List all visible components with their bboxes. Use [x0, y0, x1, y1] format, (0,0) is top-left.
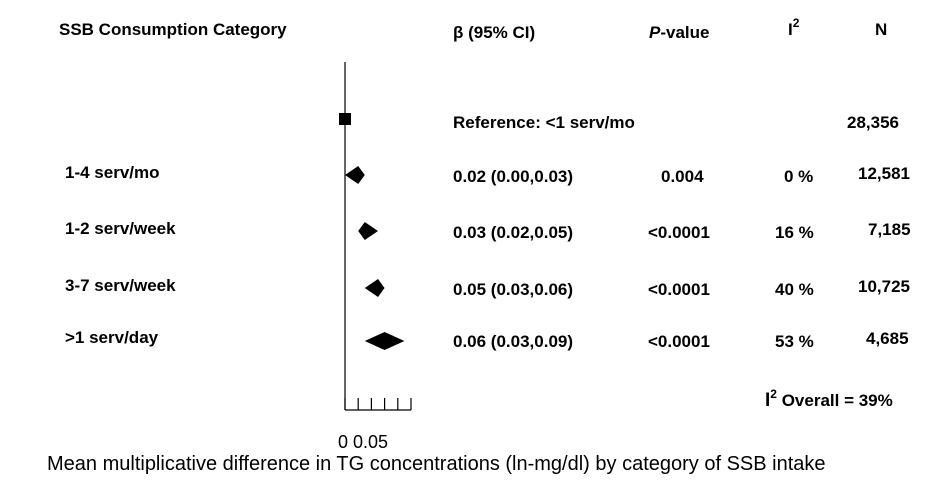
row-p-1: 0.004 — [661, 167, 704, 186]
header-i2: I2 — [788, 16, 799, 40]
x-tick-labels: 0 0.05 — [338, 432, 389, 452]
overall-i2-base: I — [765, 390, 771, 411]
reference-n: 28,356 — [847, 113, 899, 132]
header-beta: β (95% CI) — [453, 23, 536, 42]
diamond-marker-4 — [364, 332, 405, 350]
x-axis-caption: Mean multiplicative difference in TG con… — [47, 453, 826, 475]
row-label-4: >1 serv/day — [65, 328, 159, 347]
diamond-marker-1 — [345, 166, 365, 184]
row-p-3: <0.0001 — [648, 280, 710, 299]
header-p-rest: -value — [660, 23, 710, 42]
header-n: N — [875, 20, 888, 39]
row-n-3: 10,725 — [858, 277, 910, 296]
row-beta-4: 0.06 (0.03,0.09) — [453, 332, 574, 351]
header-p-value: P-value — [649, 23, 709, 43]
header-category: SSB Consumption Category — [59, 20, 287, 39]
row-n-1: 12,581 — [858, 164, 910, 183]
row-label-1: 1-4 serv/mo — [65, 163, 160, 182]
row-i2-2: 16 % — [775, 223, 814, 242]
overall-i2-sup: 2 — [770, 387, 777, 401]
row-beta-2: 0.03 (0.02,0.05) — [453, 223, 574, 242]
row-i2-3: 40 % — [775, 280, 814, 299]
row-label-3: 3-7 serv/week — [65, 276, 176, 295]
diamond-marker-3 — [364, 279, 385, 297]
row-beta-1: 0.02 (0.00,0.03) — [453, 167, 574, 186]
reference-square-marker — [339, 113, 351, 125]
row-i2-4: 53 % — [775, 332, 814, 351]
overall-i2-text: Overall = 39% — [776, 391, 893, 410]
header-i2-base: I — [788, 20, 793, 39]
row-beta-3: 0.05 (0.03,0.06) — [453, 280, 574, 299]
overall-i2: I2 Overall = 39% — [765, 387, 893, 412]
header-p-italic: P — [649, 23, 661, 42]
row-n-2: 7,185 — [868, 220, 911, 239]
row-label-2: 1-2 serv/week — [65, 219, 176, 238]
row-p-4: <0.0001 — [648, 332, 710, 351]
diamond-marker-2 — [358, 222, 378, 240]
row-i2-1: 0 % — [784, 167, 814, 186]
reference-label: Reference: <1 serv/mo — [453, 113, 635, 132]
row-n-4: 4,685 — [866, 329, 909, 348]
row-p-2: <0.0001 — [648, 223, 710, 242]
header-i2-sup: 2 — [792, 16, 800, 30]
